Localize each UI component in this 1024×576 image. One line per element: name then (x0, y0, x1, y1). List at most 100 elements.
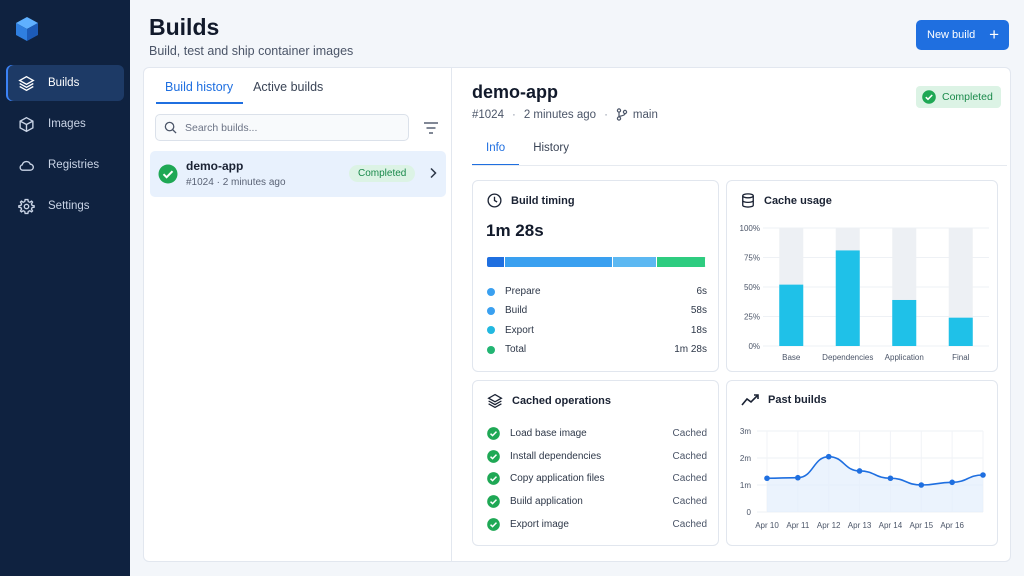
sidebar-item-registries[interactable]: Registries (6, 147, 124, 183)
sidebar-item-label: Settings (48, 200, 90, 212)
x-tick-label: Apr 13 (848, 521, 872, 530)
timing-label: Build (505, 305, 528, 317)
tab-active-builds[interactable]: Active builds (253, 80, 324, 94)
search-input[interactable] (185, 121, 385, 134)
y-tick-label: 3m (740, 427, 751, 436)
timing-row: Prepare 6s (487, 282, 707, 301)
x-tick-label: Dependencies (822, 353, 873, 362)
detail-tabs: Info History (472, 136, 583, 166)
bar (779, 284, 804, 346)
search-field[interactable] (155, 114, 409, 141)
separator-dot: · (511, 108, 516, 121)
clock-icon (487, 193, 502, 208)
layers-icon (18, 75, 35, 91)
build-list-item[interactable]: demo-app #1024 · 2 minutes ago Completed (150, 151, 446, 197)
cube-logo-icon (16, 17, 38, 41)
branch-name: main (632, 108, 658, 121)
new-build-button[interactable]: New build + (916, 20, 1009, 50)
x-tick-label: Application (885, 353, 924, 362)
data-point (949, 479, 955, 486)
y-tick-label: 0 (747, 508, 752, 517)
timing-value: 18s (690, 324, 707, 336)
series-line (766, 455, 984, 486)
x-tick-label: Apr 15 (909, 521, 933, 530)
filter-icon[interactable] (423, 120, 439, 136)
timing-row: Total 1m 28s (487, 340, 707, 359)
detail-status-label: Completed (942, 91, 993, 103)
check-circle-icon (158, 164, 178, 184)
cloud-icon (19, 160, 34, 171)
operation-status: Cached (672, 450, 707, 462)
bar (835, 250, 860, 346)
area-fill (767, 456, 983, 512)
sidebar-nav: Builds Images Registries Settings (6, 65, 124, 229)
operation-label: Install dependencies (510, 450, 602, 462)
new-build-label: New build (927, 29, 976, 41)
past-builds-card: Past builds 0 1m 2m 3m Apr 10 Apr 11 Apr 12 Apr… (726, 380, 998, 546)
sidebar-item-settings[interactable]: Settings (6, 188, 124, 224)
data-point (856, 468, 863, 474)
y-tick-label: 0% (748, 342, 760, 351)
detail-status-badge: Completed (916, 86, 1001, 108)
plus-icon: + (989, 25, 999, 44)
bar (892, 299, 917, 346)
sidebar: Builds Images Registries Settings (0, 0, 130, 576)
operation-status: Cached (672, 473, 707, 485)
timing-progress-bar (487, 257, 706, 267)
operation-row: Load base image Cached (487, 422, 707, 445)
operation-status: Cached (672, 427, 707, 439)
y-tick-label: 75% (744, 254, 760, 263)
x-tick-label: Apr 10 (755, 521, 779, 530)
x-tick-label: Apr 16 (940, 521, 964, 530)
box-icon (19, 116, 34, 132)
timing-value: 1m 28s (674, 344, 707, 356)
build-time-ago: 2 minutes ago (523, 108, 597, 121)
data-point (980, 472, 986, 478)
sidebar-item-label: Builds (48, 77, 80, 89)
y-tick-label: 100% (740, 224, 760, 233)
tab-info[interactable]: Info (472, 136, 520, 166)
timing-row: Export 18s (487, 321, 707, 340)
legend-dot (487, 345, 495, 354)
detail-title: demo-app (472, 82, 559, 102)
data-point (918, 482, 925, 488)
sidebar-item-builds[interactable]: Builds (6, 65, 124, 101)
separator-dot: · (604, 108, 608, 121)
detail-meta: #1024 · 2 minutes ago · main (472, 108, 658, 121)
card-title-text: Past builds (768, 394, 827, 406)
build-meta: #1024 · 2 minutes ago (186, 177, 286, 188)
operation-label: Load base image (510, 427, 587, 439)
tabs-divider (472, 165, 1007, 166)
build-list-panel: Build history Active builds demo-app #10… (143, 67, 452, 562)
card-title: Cache usage (741, 193, 832, 208)
data-point (887, 475, 894, 482)
x-tick-label: Apr 11 (786, 521, 810, 530)
timing-list: Prepare 6s Build 58s Export 18s Total 1m 28s (487, 282, 707, 359)
timing-bar-segment (657, 257, 706, 267)
git-branch-icon (616, 108, 628, 121)
operation-label: Export image (510, 518, 569, 530)
chevron-right-icon (430, 167, 437, 179)
build-name: demo-app (186, 159, 244, 173)
timing-label: Total (505, 344, 527, 356)
y-tick-label: 2m (740, 454, 751, 463)
y-tick-label: 50% (744, 283, 760, 292)
legend-dot (487, 326, 495, 335)
page-title: Builds (149, 14, 220, 40)
card-title: Cached operations (487, 393, 611, 409)
layers-icon (487, 393, 503, 409)
data-point (825, 453, 832, 460)
tab-history[interactable]: History (533, 142, 569, 154)
sidebar-item-images[interactable]: Images (6, 106, 124, 142)
status-badge: Completed (349, 165, 416, 182)
tab-build-history[interactable]: Build history (156, 68, 244, 104)
y-tick-label: 1m (740, 481, 751, 490)
legend-dot (487, 287, 495, 296)
cache-usage-chart: 0% 25% 50% 75% 100% Base Dependencies Applicati… (740, 224, 989, 362)
card-title-text: Cache usage (764, 194, 832, 207)
operation-label: Build application (510, 495, 583, 507)
build-number: #1024 (472, 108, 504, 121)
card-title: Build timing (487, 193, 575, 208)
operation-row: Export image Cached (487, 513, 707, 536)
x-tick-label: Apr 12 (817, 521, 841, 530)
